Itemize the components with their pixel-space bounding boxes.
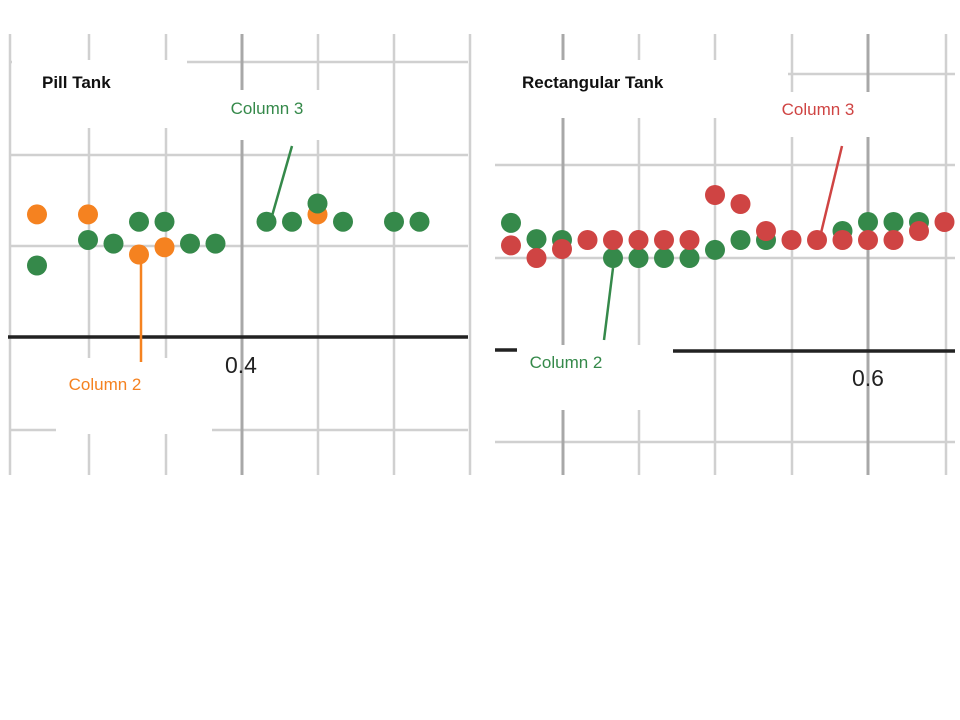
column-3-point xyxy=(730,194,751,214)
column-3-point xyxy=(858,230,878,250)
column-2-point xyxy=(654,248,674,268)
column-3-point xyxy=(883,230,904,250)
rectangular-tank-x-tick-label: 0.6 xyxy=(852,365,884,391)
column-3-point xyxy=(307,193,328,214)
column-3-point xyxy=(205,233,226,254)
column-2-point xyxy=(883,212,904,232)
pill-tank-column-3-label: Column 3 xyxy=(231,99,304,118)
rectangular-tank-column-3-leader xyxy=(819,145,844,234)
pill-tank-points xyxy=(27,193,430,276)
column-3-point xyxy=(705,185,725,205)
rectangular-tank-points xyxy=(501,185,955,268)
column-2-point xyxy=(705,239,725,260)
column-3-point xyxy=(154,211,175,232)
column-3-point xyxy=(756,221,776,241)
column-3-point xyxy=(934,212,955,232)
pill-tank-column-2-label: Column 2 xyxy=(69,375,142,394)
pill-tank-x-tick-label: 0.4 xyxy=(225,352,257,378)
column-3-point xyxy=(129,211,149,232)
column-2-point xyxy=(154,237,175,258)
pill-tank-label-mask-top xyxy=(215,90,320,140)
column-2-point xyxy=(129,244,149,265)
rectangular-tank-title-box xyxy=(494,60,722,118)
column-3-point xyxy=(27,255,47,276)
column-3-point xyxy=(384,211,404,232)
column-3-point xyxy=(501,235,521,256)
column-2-point xyxy=(858,212,878,232)
column-3-point xyxy=(577,230,598,250)
column-3-point xyxy=(628,230,649,250)
column-3-point xyxy=(909,221,929,241)
column-2-point xyxy=(78,204,98,225)
column-3-point xyxy=(781,230,802,250)
column-3-point xyxy=(552,239,572,259)
column-2-point xyxy=(603,248,623,268)
rectangular-tank-label-mask-bottom xyxy=(518,345,672,410)
column-3-point xyxy=(654,230,674,250)
column-2-point xyxy=(526,229,547,250)
rectangular-tank-column-3-label: Column 3 xyxy=(782,100,855,119)
pill-tank-chart: Pill Tank 0.4 Column 2 Column 3 xyxy=(8,34,472,475)
rectangular-tank-label-mask-top xyxy=(765,92,875,137)
pill-tank-title: Pill Tank xyxy=(42,73,111,92)
pill-tank-label-mask-bottom xyxy=(56,358,212,434)
column-3-point xyxy=(832,230,853,250)
column-2-point xyxy=(730,230,751,250)
column-3-point xyxy=(333,211,353,232)
column-2-point xyxy=(501,212,521,233)
pill-tank-column-3-leader xyxy=(266,145,294,231)
column-3-point xyxy=(409,211,430,232)
column-2-point xyxy=(628,248,649,268)
column-3-point xyxy=(103,233,124,254)
column-3-point xyxy=(282,211,302,232)
column-3-point xyxy=(78,229,98,250)
pill-tank-title-box xyxy=(12,60,187,128)
rectangular-tank-column-2-label: Column 2 xyxy=(530,353,603,372)
column-2-point xyxy=(679,248,700,268)
rectangular-tank-title: Rectangular Tank xyxy=(522,73,664,92)
column-3-point xyxy=(180,233,200,254)
column-2-point xyxy=(27,204,47,225)
column-3-point xyxy=(603,230,623,250)
column-3-point xyxy=(807,230,827,250)
rectangular-tank-column-2-leader xyxy=(602,267,615,341)
rectangular-tank-chart: Rectangular Tank 0.6 Column 2 Column 3 xyxy=(494,34,955,475)
column-3-point xyxy=(526,248,547,268)
column-3-point xyxy=(679,230,700,250)
